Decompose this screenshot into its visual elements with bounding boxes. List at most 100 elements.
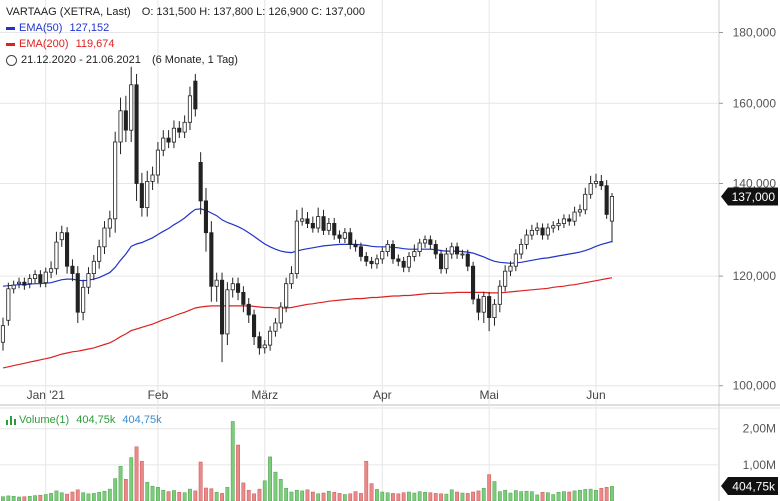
volume-bar xyxy=(513,490,518,501)
volume-bar xyxy=(150,485,155,501)
volume-bar xyxy=(455,491,459,501)
candle xyxy=(497,280,502,313)
candle xyxy=(444,247,449,274)
candle-body xyxy=(267,330,273,346)
candle xyxy=(86,267,91,294)
volume-bar xyxy=(97,492,102,501)
candle xyxy=(118,97,123,155)
volume-bar xyxy=(273,471,278,501)
candle xyxy=(284,277,289,313)
candle xyxy=(294,209,299,279)
candle-body xyxy=(305,218,310,224)
volume-bar xyxy=(252,493,256,501)
volume-bar xyxy=(145,481,150,501)
candle-body xyxy=(449,246,454,255)
candle xyxy=(11,280,16,294)
candle xyxy=(572,206,577,226)
candle-body xyxy=(241,291,246,305)
candle-body xyxy=(262,344,267,349)
time-tick-label: Mai xyxy=(479,388,498,402)
volume-bar xyxy=(230,421,235,501)
candle xyxy=(519,238,524,259)
volume-bar xyxy=(70,491,75,501)
candle xyxy=(91,254,96,281)
volume-bar xyxy=(417,491,422,501)
candle-body xyxy=(599,180,604,187)
candle-body xyxy=(273,322,278,332)
ohlc-values: O: 131,500 H: 137,800 L: 126,900 C: 137,… xyxy=(141,6,365,19)
volume-bar xyxy=(118,466,123,501)
candle-body xyxy=(326,222,331,231)
time-tick-label: Feb xyxy=(148,388,169,402)
candle xyxy=(113,131,118,233)
candle xyxy=(134,73,139,201)
volume-bar xyxy=(6,495,11,501)
candle-body xyxy=(59,232,64,241)
volume-bar xyxy=(348,493,353,501)
volume-bar xyxy=(423,492,427,501)
candle-body xyxy=(508,265,513,272)
volume-bar xyxy=(604,487,609,501)
volume-bar xyxy=(161,489,166,501)
candle xyxy=(524,229,529,250)
candle xyxy=(209,221,214,302)
candle xyxy=(310,216,315,233)
candle-body xyxy=(337,234,342,239)
volume-tick-label: 1,00M xyxy=(743,458,776,472)
volume-bar xyxy=(198,461,203,501)
candle xyxy=(470,261,476,305)
candle-body xyxy=(161,137,166,151)
candle-body xyxy=(353,243,358,248)
candle-body xyxy=(422,239,428,244)
volume-bar xyxy=(166,491,171,501)
volume-bar xyxy=(503,489,508,501)
candle-body xyxy=(38,274,43,284)
candle-body xyxy=(310,222,315,229)
candle-body xyxy=(348,232,353,245)
candle-body xyxy=(81,286,86,313)
candle xyxy=(588,175,593,199)
candle xyxy=(321,209,326,236)
volume-bar xyxy=(65,493,69,501)
volume-bar xyxy=(86,493,91,501)
candle xyxy=(241,286,246,313)
candle-body xyxy=(476,298,481,313)
candle xyxy=(139,172,144,217)
volume-bar xyxy=(337,493,342,501)
volume-bar xyxy=(49,493,53,501)
candle-body xyxy=(70,265,75,275)
candle xyxy=(235,277,241,301)
candle-body xyxy=(577,209,582,213)
candle xyxy=(49,261,54,279)
candle-body xyxy=(567,218,572,222)
candle-body xyxy=(492,303,497,318)
candle-body xyxy=(465,253,470,267)
candle-body xyxy=(251,314,257,338)
candle-body xyxy=(230,283,235,291)
candle xyxy=(561,214,566,229)
candle xyxy=(70,259,75,282)
candle-body xyxy=(487,296,492,319)
candle-body xyxy=(118,110,123,143)
volume-bar xyxy=(177,492,182,501)
price-axis-labels: 100,000 120,000 140,000 160,000 180,000 xyxy=(733,25,777,392)
volume-axis-labels: 1,00M 2,00M xyxy=(743,422,776,472)
volume-bar xyxy=(43,494,48,501)
volume-bar xyxy=(59,492,64,501)
candle-body xyxy=(139,183,144,209)
candle xyxy=(129,66,134,143)
candle-body xyxy=(193,80,198,110)
candle-body xyxy=(49,268,54,273)
volume-bar xyxy=(209,488,214,501)
candle xyxy=(428,235,433,250)
candle xyxy=(406,252,411,273)
volume-bar xyxy=(460,492,465,501)
candle xyxy=(487,291,492,332)
candle xyxy=(508,261,513,277)
candle xyxy=(198,152,203,215)
candle-body xyxy=(540,227,545,236)
price-tick-label: 160,000 xyxy=(733,96,777,110)
period-range: 21.12.2020 - 21.06.2021 xyxy=(21,54,141,67)
